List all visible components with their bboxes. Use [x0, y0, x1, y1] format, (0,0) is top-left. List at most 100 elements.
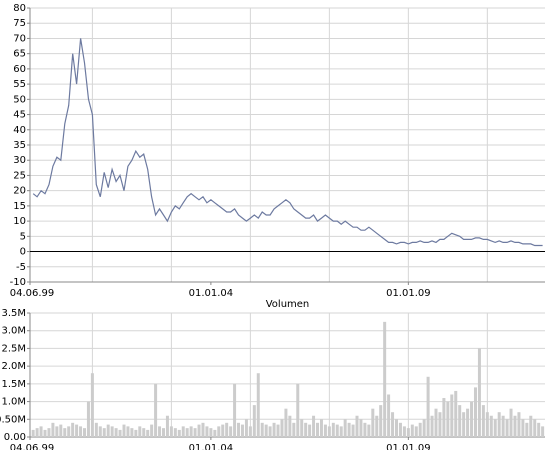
y-tick-label: 55	[13, 79, 26, 90]
chart-title: Volumen	[266, 299, 310, 310]
y-tick-label: 50	[13, 94, 26, 105]
volume-bar	[31, 429, 35, 437]
volume-bar	[35, 428, 39, 437]
y-tick-label: 1.5M	[1, 379, 26, 390]
volume-bar	[233, 383, 237, 437]
volume-bar	[473, 387, 477, 437]
y-tick-label: -10	[10, 277, 26, 288]
y-tick-label: 1.0M	[1, 397, 26, 408]
x-tick-label: 01.01.04	[189, 288, 234, 299]
volume-bar	[323, 424, 327, 437]
volume-bar	[414, 426, 418, 437]
volume-bar	[284, 408, 288, 437]
volume-bar	[86, 401, 90, 437]
volume-bar	[541, 426, 545, 437]
x-tick-label: 04.06.99	[10, 288, 55, 299]
volume-bar	[252, 405, 256, 437]
volume-bar	[229, 426, 233, 437]
volume-bar	[39, 426, 43, 437]
volume-bar	[509, 408, 513, 437]
price-line	[32, 38, 543, 247]
volume-bar	[300, 419, 304, 437]
volume-bar	[316, 422, 320, 437]
volume-bar	[458, 405, 462, 437]
volume-bar	[71, 422, 75, 437]
volume-bar	[406, 428, 410, 437]
volume-bar	[355, 415, 359, 437]
volume-bar	[395, 419, 399, 437]
volume-bar	[264, 424, 268, 437]
volume-bar	[481, 405, 485, 437]
volume-bar	[430, 415, 434, 437]
volume-bar	[462, 412, 466, 437]
volume-bar	[367, 424, 371, 437]
volume-bar	[359, 419, 363, 437]
y-tick-label: 20	[13, 186, 26, 197]
y-tick-label: 80	[13, 3, 26, 14]
volume-bar	[201, 422, 205, 437]
volume-bar	[351, 424, 355, 437]
volume-bar	[260, 422, 264, 437]
x-tick-label: 04.06.99	[10, 443, 55, 450]
y-tick-label: 5	[20, 231, 26, 242]
volume-bar	[55, 426, 59, 437]
volume-bar	[47, 428, 51, 437]
volume-bar	[533, 419, 537, 437]
y-tick-label: 15	[13, 201, 26, 212]
volume-bar	[237, 422, 241, 437]
volume-bar	[94, 422, 98, 437]
volume-bar	[343, 419, 347, 437]
volume-bar	[193, 428, 197, 437]
y-tick-label: 10	[13, 216, 26, 227]
volume-bar	[276, 424, 280, 437]
y-tick-label: 3.5M	[1, 308, 26, 319]
volume-bar	[130, 428, 134, 437]
volume-bar	[410, 424, 414, 437]
volume-bar	[114, 428, 118, 437]
volume-bar	[106, 424, 110, 437]
volume-bar	[272, 422, 276, 437]
x-tick-label: 01.01.09	[386, 443, 431, 450]
volume-bar	[110, 426, 114, 437]
y-tick-label: 60	[13, 64, 26, 75]
volume-bar	[126, 426, 130, 437]
volume-bar	[426, 376, 430, 437]
volume-bar	[339, 426, 343, 437]
volume-bar	[418, 422, 422, 437]
y-tick-label: 30	[13, 155, 26, 166]
volume-bar	[347, 422, 351, 437]
volume-bar	[501, 415, 505, 437]
volume-bar	[525, 422, 529, 437]
volume-bar	[505, 419, 509, 437]
x-tick-label: 01.01.04	[189, 443, 234, 450]
y-tick-label: 0	[20, 247, 26, 258]
volume-bar	[292, 422, 296, 437]
volume-bar	[150, 424, 154, 437]
volume-bar	[438, 412, 442, 437]
volume-bar	[102, 428, 106, 437]
volume-bar	[154, 383, 158, 437]
volume-bar	[296, 383, 300, 437]
volume-bar	[79, 426, 83, 437]
volume-bar	[118, 429, 122, 437]
volume-bar	[450, 394, 454, 437]
volume-bar	[470, 401, 474, 437]
volume-bar	[529, 415, 533, 437]
volume-bar	[375, 415, 379, 437]
y-tick-label: 25	[13, 170, 26, 181]
volume-bar	[489, 415, 493, 437]
y-tick-label: 75	[13, 18, 26, 29]
volume-bar	[319, 419, 323, 437]
volume-bar	[268, 426, 272, 437]
volume-bar	[165, 415, 169, 437]
y-tick-label: 3.0M	[1, 326, 26, 337]
volume-bar	[67, 426, 71, 437]
volume-bar	[304, 422, 308, 437]
volume-bar	[59, 424, 63, 437]
volume-bar	[371, 408, 375, 437]
volume-bar	[379, 405, 383, 437]
volume-bar	[288, 415, 292, 437]
y-tick-label: 40	[13, 125, 26, 136]
volume-bar	[240, 424, 244, 437]
